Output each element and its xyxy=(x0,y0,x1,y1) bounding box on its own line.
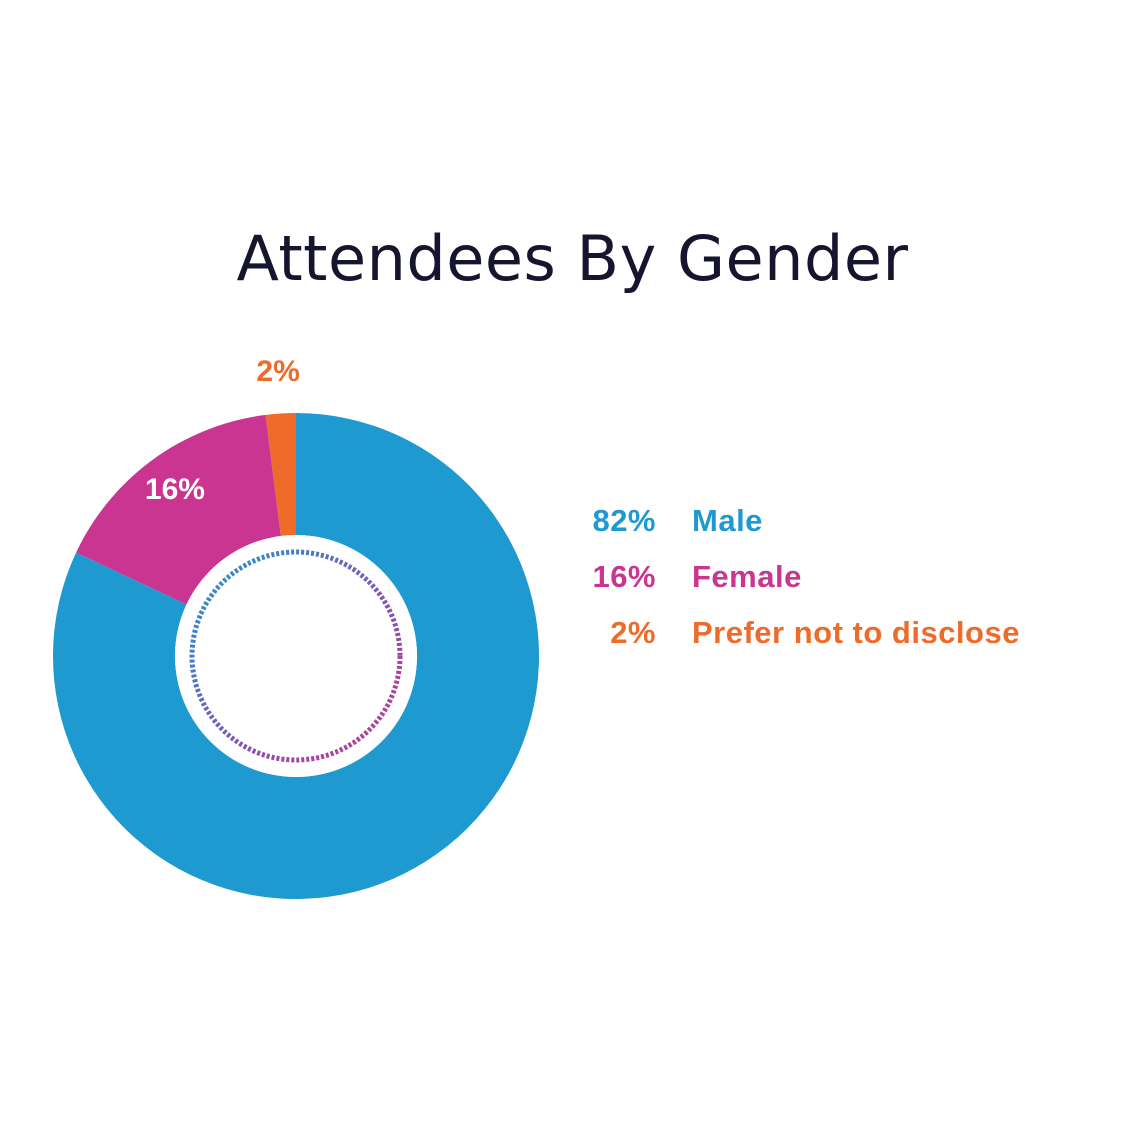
legend: 82% Male 16% Female 2% Prefer not to disclose xyxy=(560,493,1100,661)
legend-label: Male xyxy=(692,503,763,538)
slice-female xyxy=(76,414,281,605)
legend-item: 82% Male xyxy=(560,493,1100,549)
slice-value-label: 2% xyxy=(256,355,299,388)
slice-value-label: 16% xyxy=(145,473,205,506)
donut-hole xyxy=(175,535,417,777)
legend-value: 16% xyxy=(592,559,656,594)
chart-title: Attendees By Gender xyxy=(236,222,909,295)
legend-item: 2% Prefer not to disclose xyxy=(560,605,1100,661)
inner-ring-decoration xyxy=(189,549,403,763)
slice-prefer-not-to-disclose xyxy=(265,413,296,536)
legend-label: Female xyxy=(692,559,802,594)
legend-value: 2% xyxy=(610,615,656,650)
legend-label: Prefer not to disclose xyxy=(692,615,1020,650)
legend-item: 16% Female xyxy=(560,549,1100,605)
slice-male xyxy=(53,413,540,899)
legend-value: 82% xyxy=(592,503,656,538)
